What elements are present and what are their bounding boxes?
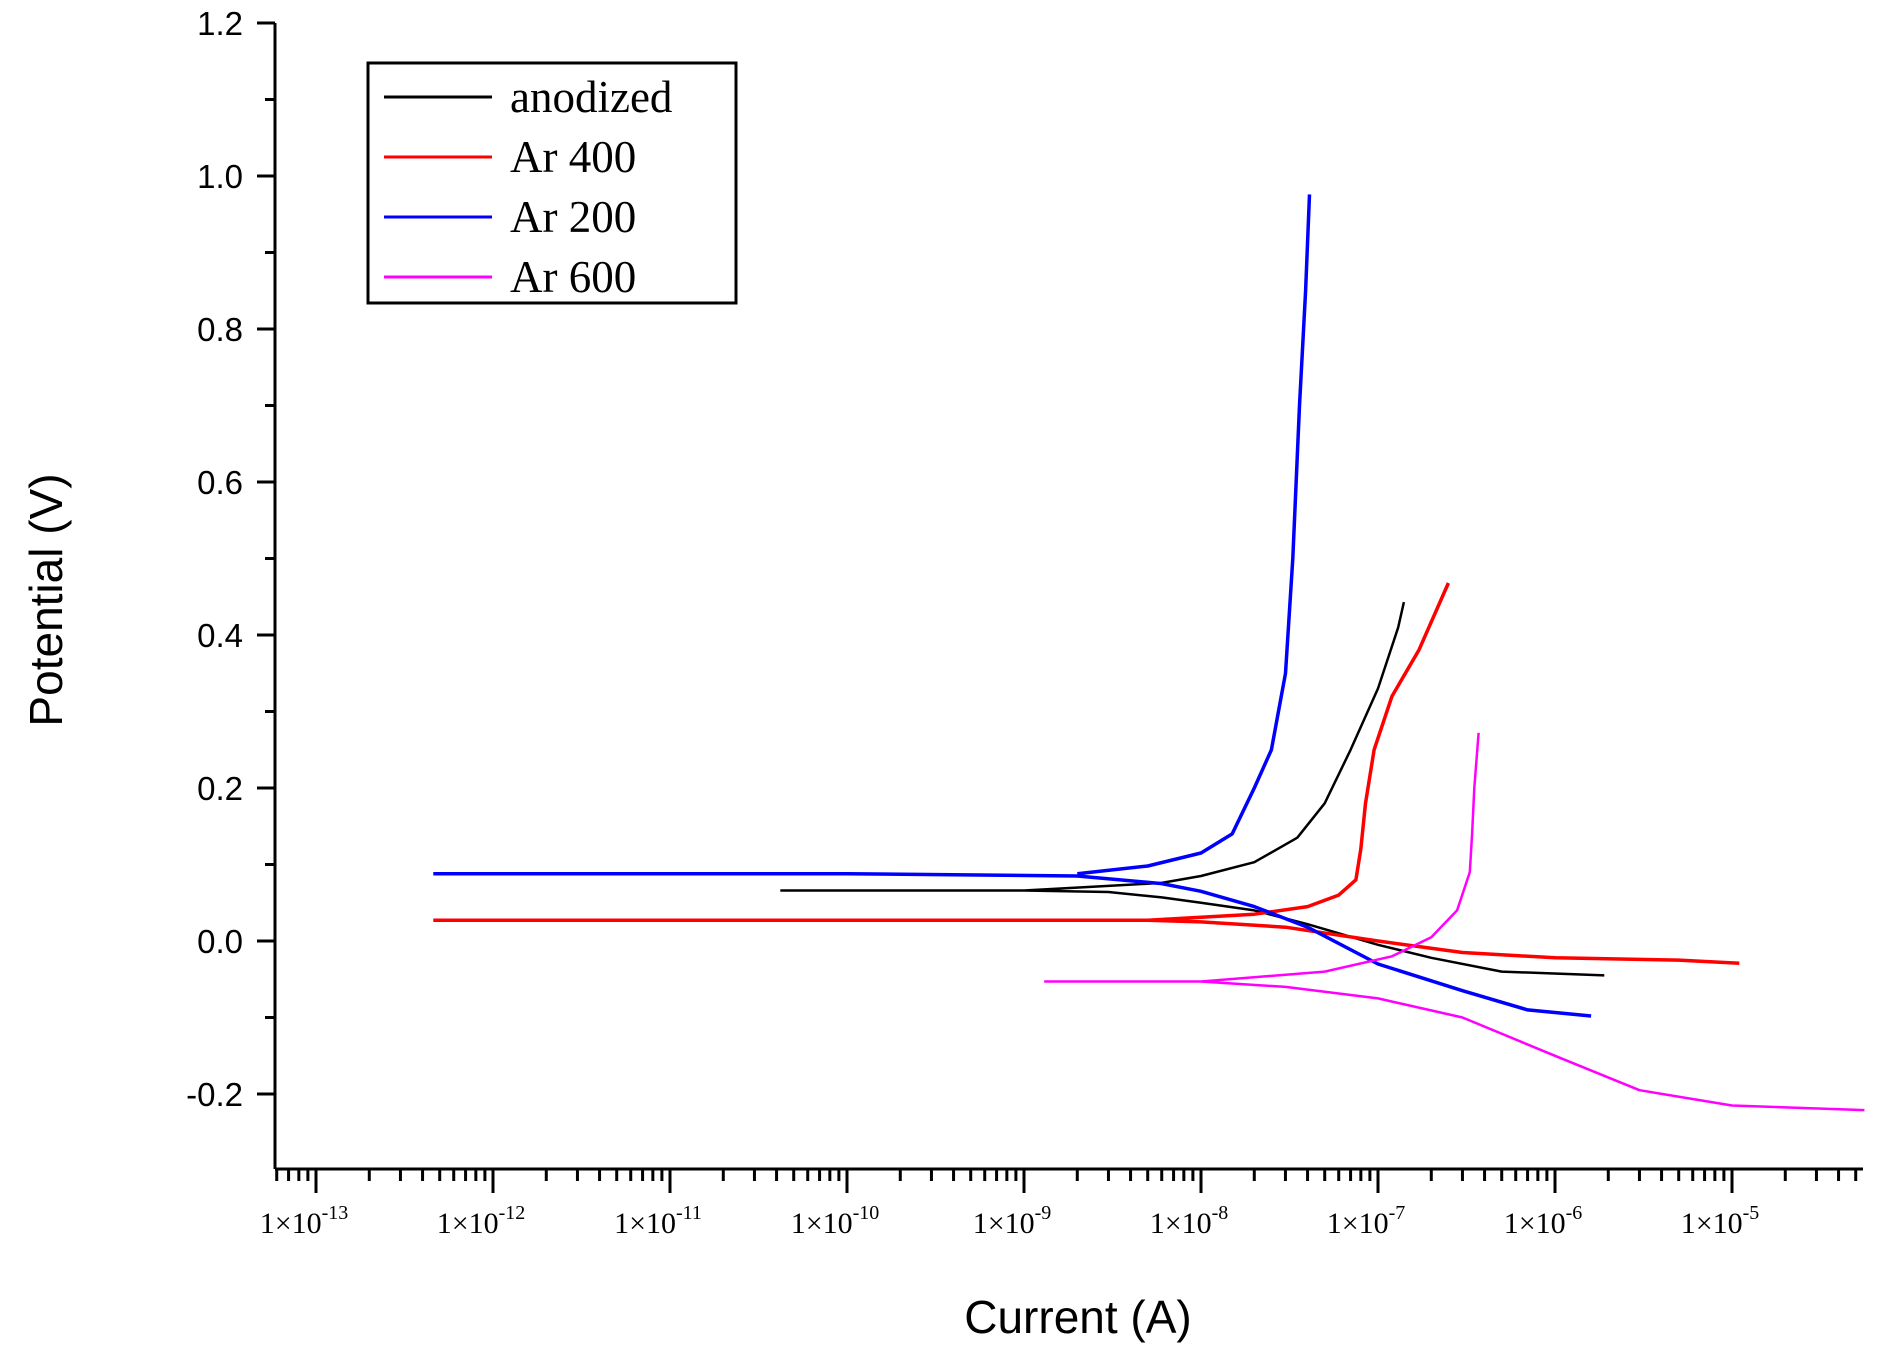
x-axis-title: Current (A) bbox=[964, 1291, 1191, 1343]
series-line-ar-600 bbox=[1044, 732, 1865, 1112]
y-tick-label: -0.2 bbox=[186, 1076, 243, 1113]
legend-label: Ar 200 bbox=[510, 192, 636, 242]
y-tick-label: 0.2 bbox=[197, 770, 243, 807]
legend: anodized Ar 400 Ar 200 Ar 600 bbox=[366, 61, 738, 305]
x-axis: 1×10-13 1×10-12 1×10-11 1×10-10 1×10-9 1×10-8… bbox=[260, 1167, 1863, 1240]
x-tick-label: 1×10-10 bbox=[791, 1202, 880, 1240]
y-tick-label: 1.0 bbox=[197, 158, 243, 195]
series-line-ar-400 bbox=[433, 582, 1740, 965]
x-tick-label: 1×10-8 bbox=[1150, 1202, 1229, 1240]
x-tick-label: 1×10-5 bbox=[1681, 1202, 1760, 1240]
series-line-ar-200 bbox=[433, 194, 1592, 1018]
y-tick-label: 0.0 bbox=[197, 923, 243, 960]
data-series bbox=[433, 194, 1865, 1112]
y-tick-label: 0.4 bbox=[197, 617, 243, 654]
y-axis-title: Potential (V) bbox=[20, 473, 72, 726]
y-tick-label: 0.6 bbox=[197, 464, 243, 501]
x-tick-label: 1×10-12 bbox=[437, 1202, 526, 1240]
x-tick-label: 1×10-7 bbox=[1327, 1202, 1406, 1240]
y-tick-label: 0.8 bbox=[197, 311, 243, 348]
legend-box bbox=[366, 61, 738, 305]
x-tick-label: 1×10-6 bbox=[1504, 1202, 1583, 1240]
legend-label: Ar 600 bbox=[510, 252, 636, 302]
x-tick-label: 1×10-9 bbox=[973, 1202, 1052, 1240]
y-axis: 1.2 1.0 0.8 0.6 0.4 0.2 0.0 -0.2 bbox=[186, 5, 277, 1169]
y-tick-label: 1.2 bbox=[197, 5, 243, 42]
x-tick-label: 1×10-13 bbox=[260, 1202, 349, 1240]
x-tick-label: 1×10-11 bbox=[614, 1202, 702, 1240]
legend-label: anodized bbox=[510, 72, 672, 122]
series-line-anodized bbox=[780, 601, 1605, 977]
legend-label: Ar 400 bbox=[510, 132, 636, 182]
